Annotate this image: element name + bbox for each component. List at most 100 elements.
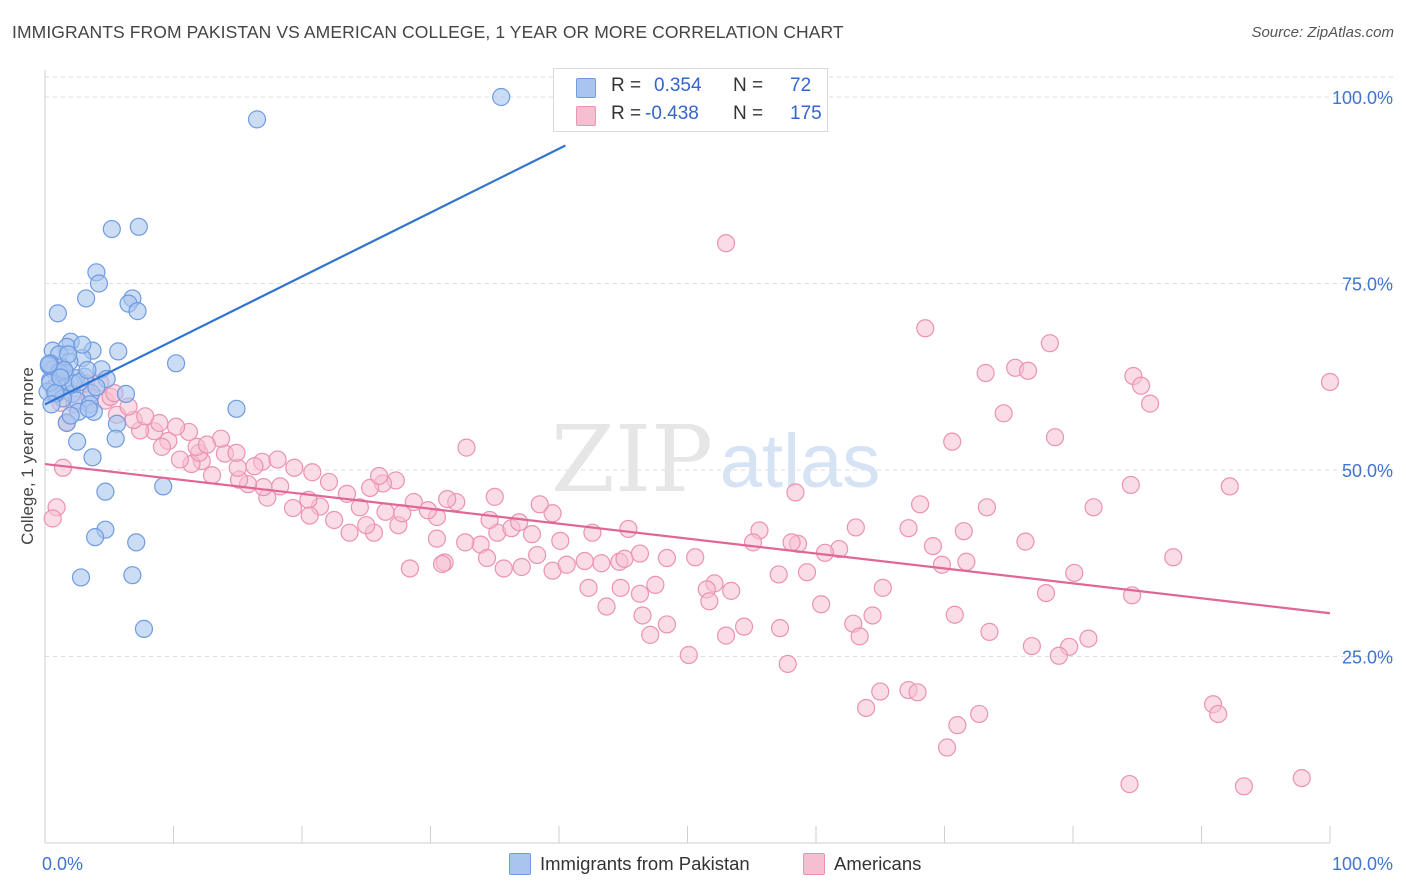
americans-point bbox=[1040, 334, 1059, 353]
pakistan-point bbox=[79, 399, 98, 418]
pakistan-point bbox=[492, 87, 511, 107]
americans-point bbox=[319, 472, 339, 492]
americans-point bbox=[456, 533, 475, 552]
source-label: Source: ZipAtlas.com bbox=[1251, 24, 1394, 41]
americans-point bbox=[1016, 532, 1035, 551]
americans-point bbox=[619, 519, 638, 539]
americans-point bbox=[932, 555, 952, 574]
americans-series bbox=[43, 234, 1340, 796]
americans-point bbox=[937, 738, 957, 757]
pakistan-point bbox=[61, 406, 80, 425]
pakistan-point bbox=[247, 110, 267, 129]
blue-swatch-icon bbox=[509, 853, 531, 875]
pakistan-point bbox=[166, 354, 186, 373]
pakistan-point bbox=[109, 342, 128, 361]
americans-trend-line bbox=[44, 462, 1331, 615]
americans-point bbox=[945, 605, 964, 624]
americans-point bbox=[438, 489, 457, 509]
americans-point bbox=[1320, 372, 1340, 392]
americans-point bbox=[597, 597, 616, 616]
pakistan-point bbox=[83, 448, 102, 467]
pakistan-point bbox=[77, 289, 96, 308]
pakistan-point bbox=[39, 354, 58, 374]
americans-point bbox=[778, 654, 797, 674]
americans-point bbox=[43, 509, 62, 528]
americans-point bbox=[283, 498, 303, 518]
americans-point bbox=[1036, 583, 1056, 603]
americans-point bbox=[1121, 475, 1140, 495]
americans-point bbox=[716, 626, 736, 645]
americans-point bbox=[1209, 704, 1228, 724]
americans-point bbox=[641, 625, 660, 644]
americans-point bbox=[1022, 636, 1041, 656]
pakistan-point bbox=[86, 528, 105, 547]
americans-point bbox=[170, 450, 190, 469]
pakistan-point bbox=[89, 274, 109, 293]
americans-point bbox=[485, 487, 504, 506]
americans-point bbox=[797, 563, 817, 582]
americans-point bbox=[630, 584, 650, 603]
americans-point bbox=[400, 559, 420, 578]
americans-point bbox=[1132, 376, 1151, 395]
pakistan-point bbox=[154, 477, 173, 496]
pakistan-point bbox=[106, 429, 125, 448]
americans-point bbox=[557, 555, 576, 574]
pakistan-point bbox=[68, 432, 87, 451]
y-axis-label: College, 1 year or more bbox=[18, 367, 37, 545]
americans-point bbox=[716, 234, 736, 253]
americans-point bbox=[432, 554, 452, 574]
americans-point bbox=[457, 438, 476, 457]
americans-point bbox=[245, 457, 264, 476]
americans-point bbox=[1084, 498, 1103, 517]
pakistan-point bbox=[73, 335, 92, 354]
pakistan-point bbox=[129, 217, 148, 236]
americans-point bbox=[657, 548, 677, 568]
americans-point bbox=[980, 622, 999, 641]
americans-point bbox=[769, 565, 788, 584]
americans-point bbox=[376, 502, 395, 521]
americans-point bbox=[579, 578, 598, 597]
americans-point bbox=[1045, 428, 1065, 447]
pakistan-point bbox=[102, 219, 121, 239]
y-tick-label: 75.0% bbox=[1342, 275, 1393, 295]
americans-point bbox=[528, 545, 547, 565]
pakistan-point bbox=[48, 304, 67, 323]
americans-point bbox=[1140, 394, 1160, 413]
americans-point bbox=[254, 478, 273, 497]
americans-point bbox=[943, 432, 962, 451]
americans-point bbox=[846, 518, 865, 537]
americans-point bbox=[976, 363, 995, 383]
blue-swatch-icon bbox=[576, 78, 596, 98]
americans-point bbox=[734, 617, 754, 636]
pakistan-point bbox=[128, 302, 147, 321]
americans-point bbox=[994, 404, 1013, 423]
americans-point bbox=[863, 606, 882, 625]
americans-point bbox=[1079, 629, 1098, 648]
americans-point bbox=[686, 548, 705, 567]
legend-n-value: 175 bbox=[790, 103, 822, 124]
americans-point bbox=[1292, 768, 1311, 788]
axes bbox=[44, 70, 1331, 844]
americans-point bbox=[227, 443, 246, 462]
americans-point bbox=[679, 645, 698, 665]
pakistan-point bbox=[127, 533, 146, 552]
americans-point bbox=[197, 435, 217, 454]
americans-point bbox=[977, 498, 997, 517]
americans-point bbox=[1065, 563, 1084, 583]
americans-point bbox=[657, 615, 677, 634]
americans-point bbox=[782, 533, 801, 552]
pakistan-point bbox=[78, 360, 97, 380]
americans-point bbox=[873, 578, 892, 597]
pakistan-point bbox=[123, 566, 142, 585]
americans-point bbox=[923, 536, 943, 556]
americans-point bbox=[916, 319, 935, 338]
y-tick-label: 50.0% bbox=[1342, 461, 1393, 481]
pakistan-series bbox=[38, 87, 511, 638]
americans-point bbox=[899, 519, 918, 538]
trend-lines bbox=[44, 144, 1331, 615]
americans-point bbox=[770, 619, 790, 638]
americans-point bbox=[530, 495, 549, 514]
pakistan-point bbox=[96, 482, 115, 501]
americans-point bbox=[522, 525, 542, 544]
